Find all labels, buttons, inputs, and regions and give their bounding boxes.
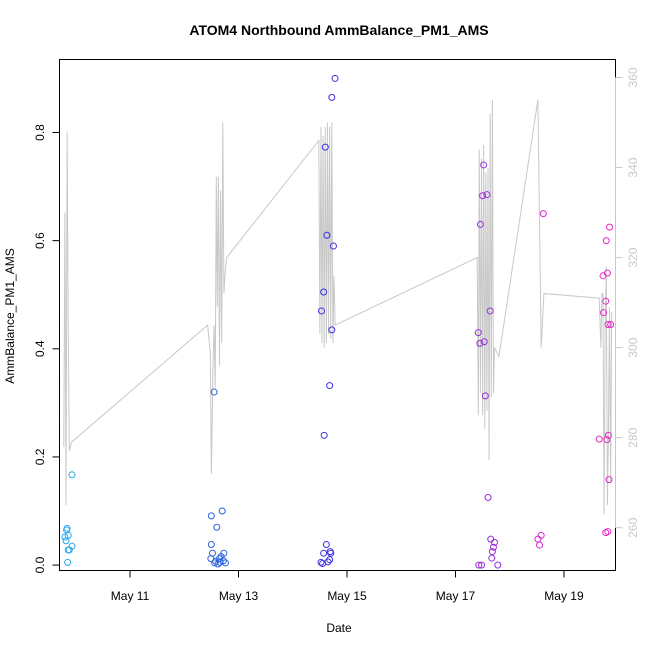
- y-tick-label: 0.6: [33, 232, 47, 249]
- data-point: [491, 538, 499, 546]
- data-point: [480, 161, 488, 169]
- data-point: [320, 549, 328, 557]
- data-point: [64, 558, 72, 566]
- data-point: [602, 297, 610, 305]
- data-point: [320, 431, 328, 439]
- data-point: [326, 382, 334, 390]
- data-point: [317, 307, 325, 315]
- data-point: [595, 435, 603, 443]
- data-point: [320, 288, 328, 296]
- data-point: [68, 542, 76, 550]
- right-axis-tick-label: 360: [626, 67, 640, 87]
- data-point: [534, 535, 542, 543]
- line-layer: [63, 99, 613, 515]
- data-point: [488, 548, 496, 556]
- y-axis-label: AmmBalance_PM1_AMS: [3, 248, 17, 383]
- right-axis: 260 280 300 320 340 360: [615, 67, 640, 538]
- data-point: [487, 535, 495, 543]
- data-point: [484, 494, 492, 501]
- data-point: [326, 556, 334, 564]
- right-axis-tick-label: 280: [626, 427, 640, 447]
- data-point: [323, 231, 331, 239]
- x-tick-label: May 15: [327, 589, 367, 603]
- data-point: [208, 549, 216, 557]
- y-tick-label: 0.8: [33, 124, 47, 141]
- data-point: [216, 555, 224, 563]
- data-point: [213, 523, 221, 531]
- right-axis-tick-label: 320: [626, 247, 640, 267]
- data-point: [488, 554, 496, 562]
- data-point: [331, 74, 339, 82]
- data-point: [207, 512, 215, 520]
- right-axis-tick-label: 260: [626, 517, 640, 537]
- data-point: [539, 210, 547, 218]
- data-point: [475, 561, 483, 569]
- data-point: [483, 191, 491, 199]
- data-point: [604, 431, 612, 439]
- data-point: [328, 326, 336, 334]
- data-point: [64, 531, 72, 539]
- x-tick-label: May 17: [436, 589, 476, 603]
- data-point: [536, 541, 544, 549]
- chart-title: ATOM4 Northbound AmmBalance_PM1_AMS: [189, 22, 488, 38]
- data-point: [207, 541, 215, 549]
- data-point: [474, 329, 482, 337]
- data-point: [602, 237, 610, 245]
- data-point: [606, 223, 614, 231]
- right-axis-tick-label: 300: [626, 337, 640, 357]
- secondary-series-line: [63, 99, 613, 515]
- data-point: [480, 338, 488, 346]
- data-point: [489, 543, 497, 551]
- data-point: [322, 541, 330, 549]
- data-point: [321, 143, 329, 151]
- data-point: [476, 339, 484, 347]
- data-point: [486, 307, 494, 315]
- data-point: [604, 320, 612, 328]
- y-tick-label: 0.0: [33, 556, 47, 573]
- x-axis-label: Date: [326, 621, 352, 635]
- data-point: [537, 531, 545, 539]
- x-axis: May 11 May 13 May 15 May 17 May 19: [111, 570, 584, 603]
- right-axis-tick-label: 340: [626, 157, 640, 177]
- data-point: [603, 436, 611, 444]
- x-tick-label: May 11: [111, 589, 150, 603]
- data-point: [600, 309, 608, 317]
- y-axis: 0.0 0.2 0.4 0.6 0.8: [33, 124, 60, 573]
- data-point: [605, 476, 613, 484]
- data-point: [481, 392, 489, 400]
- data-point: [328, 93, 336, 101]
- data-point: [68, 471, 76, 479]
- data-point: [63, 524, 71, 532]
- data-point: [604, 528, 612, 536]
- data-point: [324, 558, 332, 566]
- data-point: [599, 272, 607, 280]
- data-point: [476, 220, 484, 228]
- points-layer: [61, 74, 615, 569]
- data-point: [479, 192, 487, 200]
- data-point: [221, 559, 229, 567]
- data-point: [220, 549, 228, 557]
- data-point: [211, 559, 219, 567]
- data-point: [494, 561, 502, 569]
- x-tick-label: May 19: [544, 589, 584, 603]
- data-point: [317, 558, 325, 566]
- y-tick-label: 0.2: [33, 448, 47, 465]
- data-point: [329, 242, 337, 250]
- y-tick-label: 0.4: [33, 340, 47, 357]
- data-point: [218, 507, 226, 515]
- data-point: [478, 561, 486, 569]
- data-point: [61, 533, 69, 541]
- data-point: [327, 549, 335, 557]
- data-point: [219, 557, 227, 565]
- data-point: [210, 388, 218, 396]
- data-point: [607, 320, 615, 328]
- x-tick-label: May 13: [219, 589, 259, 603]
- data-point: [603, 269, 611, 277]
